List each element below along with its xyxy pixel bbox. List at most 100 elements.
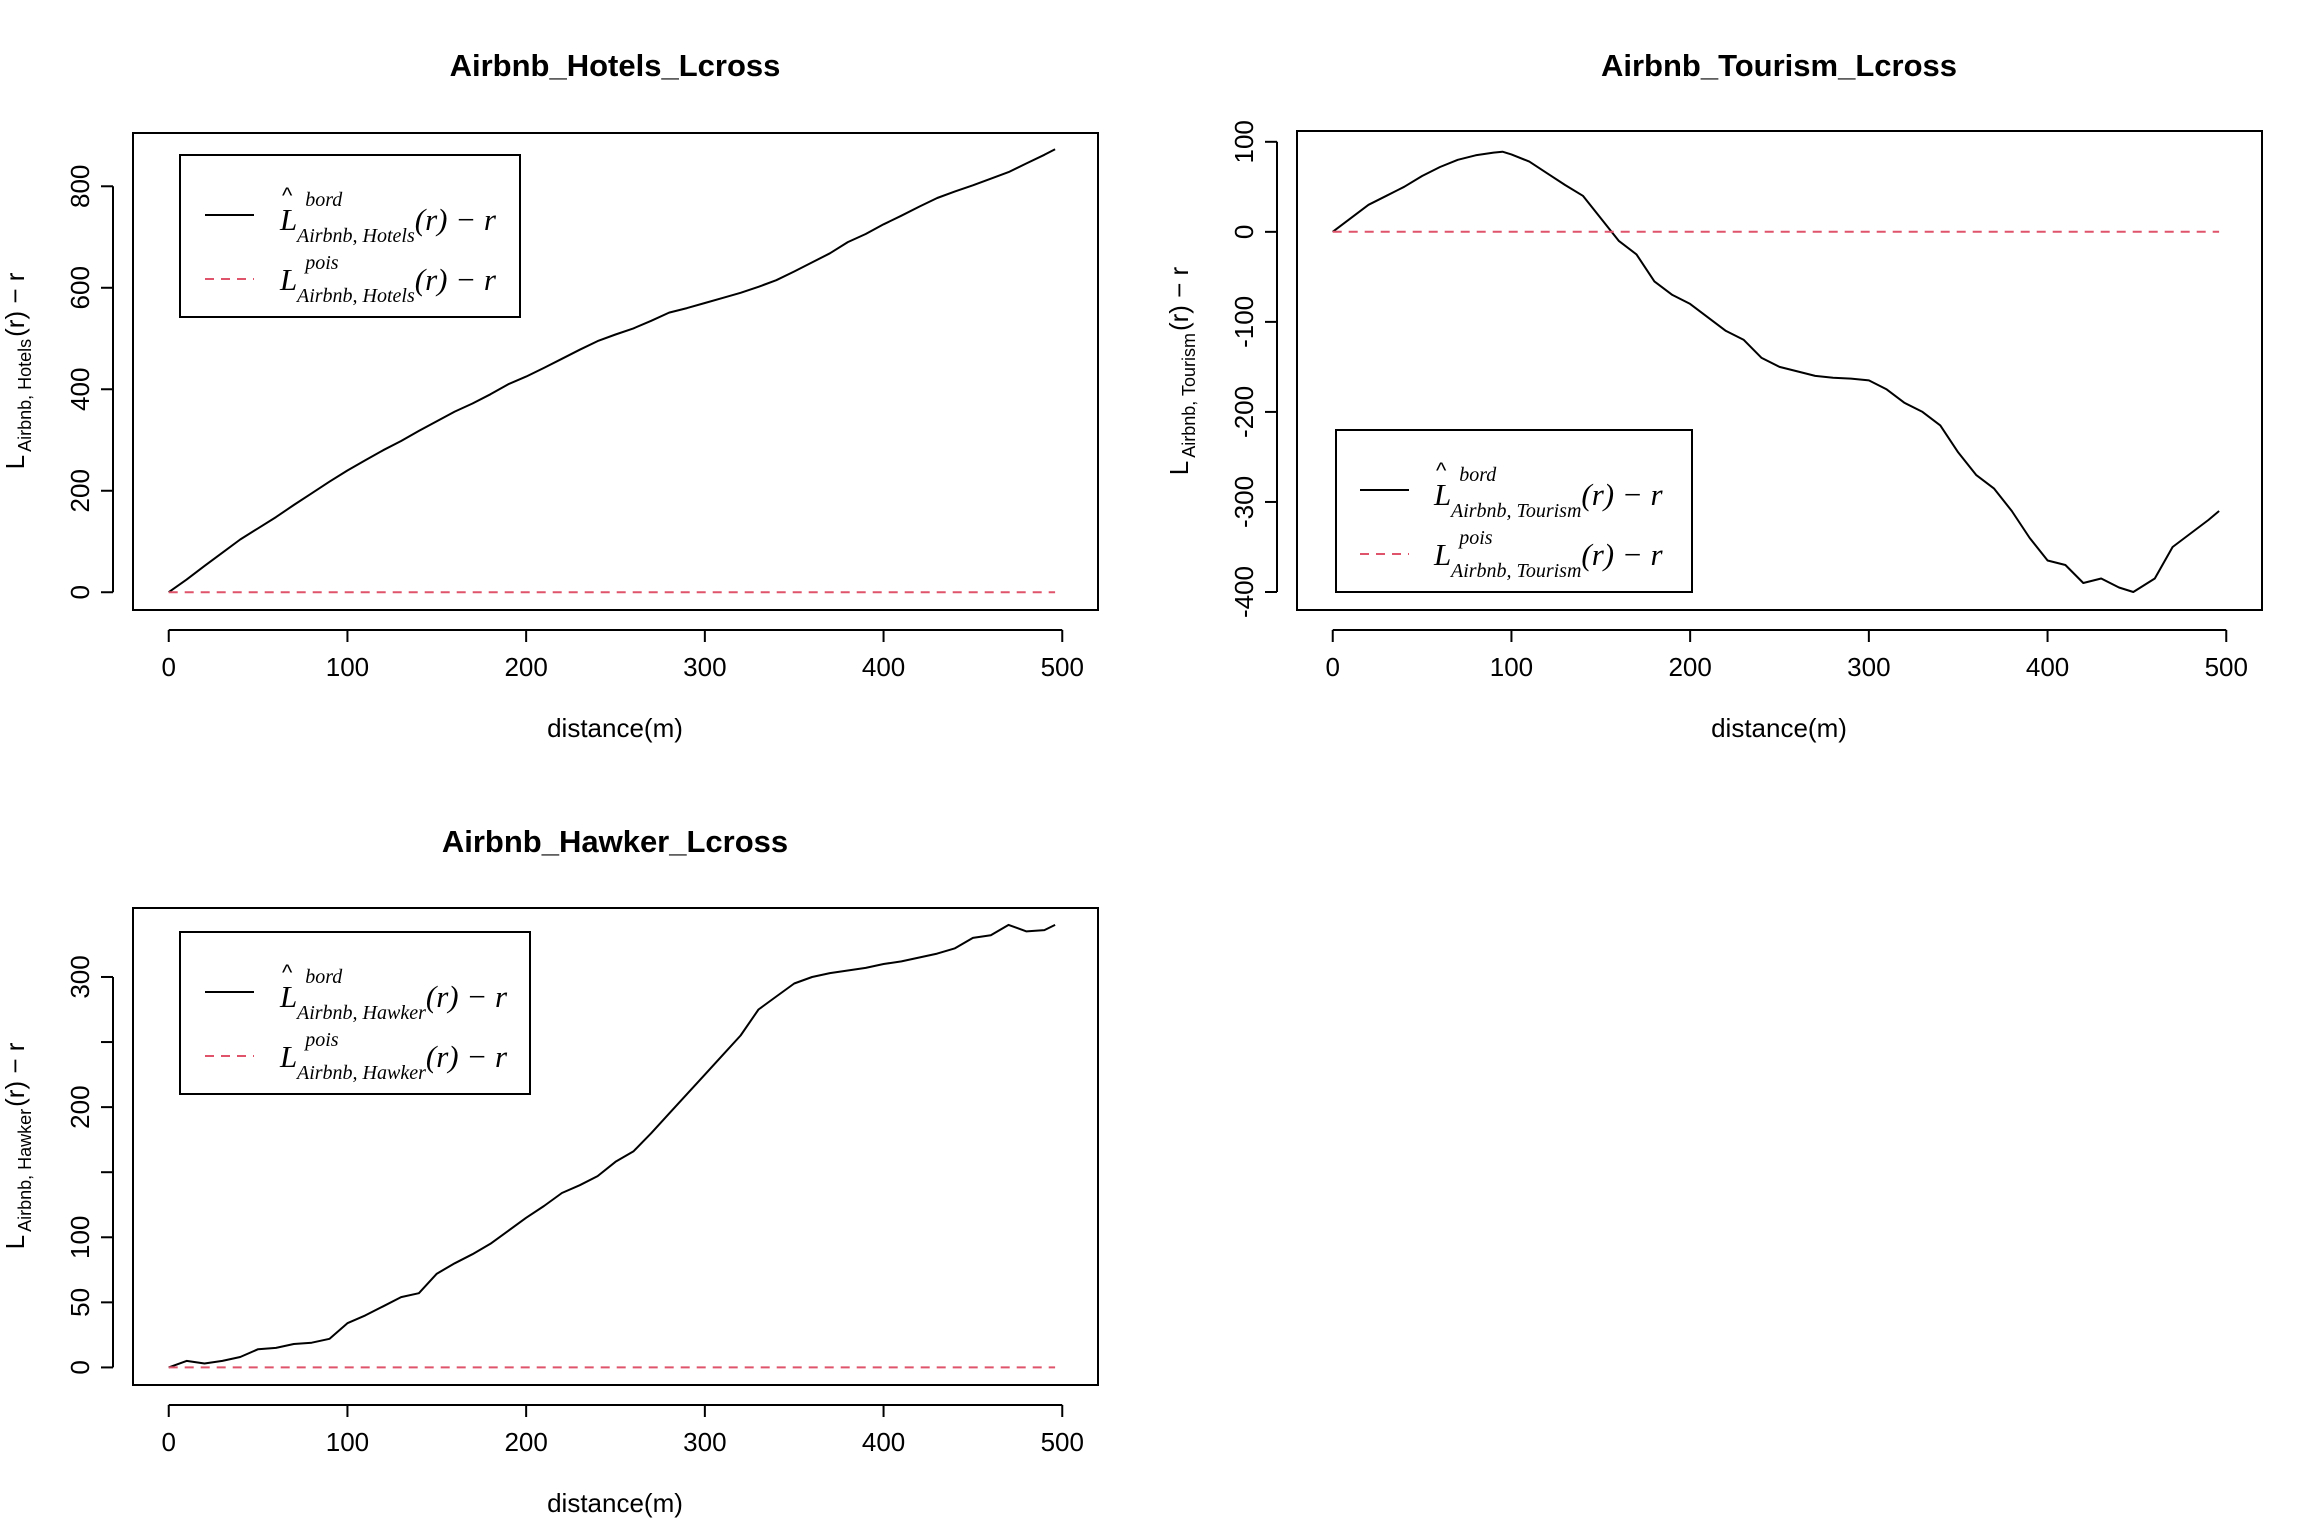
y-axis: -400 -300 -200 -100 0 100	[1229, 120, 1278, 618]
legend-sub: Airbnb, Tourism	[1449, 560, 1581, 582]
plot-area	[168, 923, 1056, 1369]
y-tick-label: 100	[65, 1216, 95, 1259]
x-tick-label: 100	[326, 1427, 369, 1457]
legend-sup: pois	[303, 1029, 339, 1051]
legend-letter: L	[279, 979, 297, 1014]
x-tick-label: 400	[2026, 652, 2069, 682]
legend-hat: ^	[282, 183, 293, 208]
legend-rest: (r) − r	[426, 979, 508, 1014]
legend-sup: pois	[1457, 527, 1493, 549]
x-tick-label: 0	[162, 652, 176, 682]
y-tick-label: 300	[65, 955, 95, 998]
legend-rest: (r) − r	[415, 262, 497, 297]
legend-letter: L	[279, 262, 297, 297]
y-tick-label: 800	[65, 165, 95, 208]
y-label-sub: Airbnb, Tourism	[1179, 333, 1199, 458]
y-label-sub: Airbnb, Hawker	[15, 1109, 35, 1232]
x-axis: 0 100 200 300 400 500	[162, 629, 1084, 682]
legend-entry-bord: Lbord Airbnb, Hawker(r) − r	[279, 966, 508, 1024]
legend-hat: ^	[1436, 458, 1447, 483]
y-label-rest: (r) − r	[0, 272, 30, 337]
legend-sup: bord	[305, 966, 343, 988]
plot-frame	[132, 907, 1099, 1386]
y-axis-label: L Airbnb, Hotels(r) − r	[0, 272, 35, 469]
y-axis: 0 50 100 200 300	[65, 955, 114, 1375]
legend-sup: bord	[1459, 464, 1497, 486]
y-tick-label: -100	[1229, 296, 1259, 348]
y-tick-label: -400	[1229, 566, 1259, 618]
legend-rest: (r) − r	[1581, 537, 1663, 572]
y-tick-label: -200	[1229, 386, 1259, 438]
legend-box	[179, 931, 531, 1095]
legend-sub: Airbnb, Hotels	[295, 285, 415, 307]
y-label-base: L	[0, 1235, 30, 1249]
x-tick-label: 300	[1847, 652, 1890, 682]
plot-area	[168, 148, 1056, 594]
legend-sub: Airbnb, Hawker	[295, 1002, 426, 1024]
y-axis-label: L Airbnb, Hawker(r) − r	[0, 1042, 35, 1249]
x-tick-label: 200	[1668, 652, 1711, 682]
legend-rest: (r) − r	[1581, 477, 1663, 512]
x-axis-label: distance(m)	[547, 713, 683, 743]
x-tick-label: 200	[504, 1427, 547, 1457]
y-axis-label: L Airbnb, Tourism(r) − r	[1164, 266, 1199, 475]
x-tick-label: 100	[1490, 652, 1533, 682]
x-tick-label: 0	[162, 1427, 176, 1457]
y-tick-label: 600	[65, 266, 95, 309]
y-tick-label: 400	[65, 368, 95, 411]
series-line-bord	[1332, 150, 2220, 593]
legend-entry-bord: Lbord Airbnb, Hotels(r) − r	[279, 189, 497, 247]
x-axis: 0 100 200 300 400 500	[1326, 629, 2248, 682]
series-line-bord	[168, 923, 1056, 1369]
plot-area	[1332, 150, 2220, 593]
panel-hotels: Airbnb_Hotels_Lcross 0 100 200 300 400 500 0 2…	[0, 48, 1099, 743]
y-label-sub: Airbnb, Hotels	[15, 339, 35, 452]
x-tick-label: 0	[1326, 652, 1340, 682]
y-axis: 0 200 400 600 800	[65, 165, 114, 599]
y-tick-label: 50	[65, 1288, 95, 1317]
chart-title: Airbnb_Tourism_Lcross	[1601, 48, 1957, 83]
legend-letter: L	[279, 1039, 297, 1074]
y-label-base: L	[1164, 461, 1194, 475]
y-label-base: L	[0, 455, 30, 469]
panel-hawker: Airbnb_Hawker_Lcross 0 100 200 300 400 500 0 5…	[0, 824, 1099, 1518]
legend-hat: ^	[282, 960, 293, 985]
y-tick-label: 0	[1229, 225, 1259, 239]
chart-title: Airbnb_Hawker_Lcross	[442, 824, 788, 859]
legend-letter: L	[1433, 537, 1451, 572]
plot-frame	[132, 132, 1099, 611]
y-tick-label: -300	[1229, 476, 1259, 528]
panel-tourism: Airbnb_Tourism_Lcross 0 100 200 300 400 500 -…	[1164, 48, 2263, 743]
x-axis-label: distance(m)	[1711, 713, 1847, 743]
plot-frame	[1296, 130, 2263, 611]
y-tick-label: 100	[1229, 120, 1259, 163]
x-tick-label: 400	[862, 652, 905, 682]
legend-sub: Airbnb, Hotels	[295, 225, 415, 247]
x-tick-label: 500	[1041, 652, 1084, 682]
legend-rest: (r) − r	[415, 202, 497, 237]
x-tick-label: 300	[683, 652, 726, 682]
legend-sub: Airbnb, Tourism	[1449, 500, 1581, 522]
legend-box	[179, 154, 521, 318]
x-tick-label: 500	[2205, 652, 2248, 682]
y-tick-label: 200	[65, 469, 95, 512]
y-label-rest: (r) − r	[1164, 266, 1194, 331]
y-tick-label: 200	[65, 1085, 95, 1128]
legend-rest: (r) − r	[426, 1039, 508, 1074]
x-tick-label: 300	[683, 1427, 726, 1457]
y-tick-label: 0	[65, 585, 95, 599]
x-axis-label: distance(m)	[547, 1488, 683, 1518]
series-line-bord	[168, 148, 1056, 594]
legend-entry-bord: Lbord Airbnb, Tourism(r) − r	[1433, 464, 1664, 522]
x-tick-label: 100	[326, 652, 369, 682]
y-label-rest: (r) − r	[0, 1042, 30, 1107]
y-tick-label: 0	[65, 1360, 95, 1374]
legend-sub: Airbnb, Hawker	[295, 1062, 426, 1084]
chart-title: Airbnb_Hotels_Lcross	[450, 48, 781, 83]
